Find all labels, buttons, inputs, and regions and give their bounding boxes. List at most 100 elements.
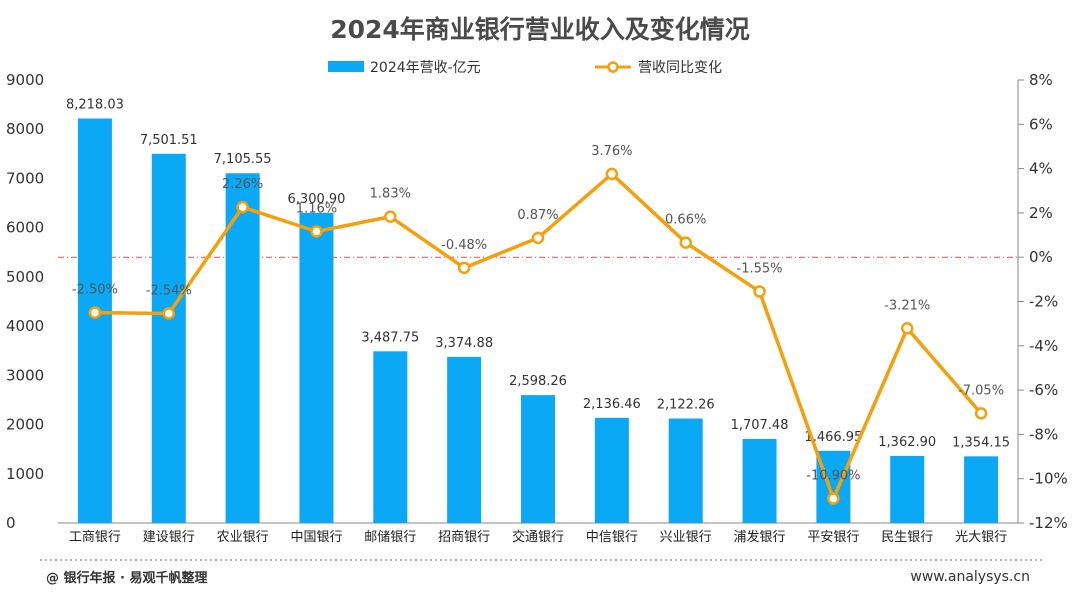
line-point (531, 231, 545, 245)
line-point (605, 167, 619, 181)
left-tick-label: 4000 (6, 317, 44, 335)
line-value-label: 1.83% (370, 187, 411, 202)
line-value-label: 0.66% (665, 213, 706, 228)
bar-value-label: 8,218.03 (66, 97, 124, 112)
category-label: 邮储银行 (364, 530, 416, 545)
bar (225, 173, 260, 524)
category-label: 工商银行 (69, 530, 121, 545)
left-tick-label: 3000 (6, 366, 44, 384)
legend-bar-label: 2024年营收-亿元 (370, 60, 481, 76)
left-tick-label: 0 (6, 514, 16, 532)
bar (594, 417, 629, 523)
line-value-label: 0.87% (517, 208, 558, 223)
footer-website: www.analysys.cn (910, 569, 1030, 585)
category-label: 交通银行 (512, 529, 564, 545)
legend-bar-swatch (328, 61, 364, 72)
category-label: 光大银行 (955, 530, 1007, 545)
line-value-label: 3.76% (591, 144, 632, 159)
right-axis: -12% -10% -8% -6% -4% -2% 0% 2% 4% 6% 8% (1018, 71, 1068, 532)
bar (373, 351, 408, 523)
right-tick-label: -12% (1029, 514, 1068, 532)
line-point (162, 307, 176, 320)
right-tick-label: 0% (1029, 248, 1053, 266)
line-point (457, 261, 471, 275)
category-label: 浦发银行 (734, 529, 786, 545)
legend-line-marker (607, 61, 619, 73)
line-value-label: -3.21% (884, 298, 930, 313)
bar-value-label: 3,487.75 (361, 330, 419, 345)
left-tick-label: 5000 (6, 268, 44, 286)
right-tick-label: -6% (1029, 381, 1058, 399)
line-series (88, 167, 988, 505)
right-tick-label: 8% (1029, 71, 1053, 89)
right-tick-label: 6% (1029, 115, 1053, 133)
bar-labels: 8,218.03 7,501.51 7,105.55 6,300.90 3,487.75… (66, 97, 1010, 450)
footer-source: @ 银行年报 · 易观千帆整理 (46, 570, 208, 586)
right-tick-label: -4% (1029, 337, 1058, 355)
line-value-label: -2.54% (146, 283, 192, 298)
line-point (384, 210, 397, 223)
bar-value-label: 7,105.55 (214, 152, 272, 167)
left-tick-label: 8000 (6, 120, 44, 138)
line-point (753, 285, 766, 298)
bar-value-label: 2,598.26 (509, 374, 567, 389)
category-label: 兴业银行 (660, 530, 712, 545)
left-tick-label: 6000 (6, 219, 44, 237)
line-value-label: -10.90% (806, 469, 860, 484)
line-point (88, 306, 102, 319)
category-label: 招商银行 (438, 530, 490, 545)
line-point (900, 322, 914, 335)
category-label: 平安银行 (807, 530, 859, 545)
right-tick-label: -10% (1029, 470, 1068, 488)
bar-value-label: 1,362.90 (878, 435, 936, 450)
bar-value-label: 7,501.51 (140, 133, 198, 148)
bar-value-label: 2,122.26 (657, 398, 715, 413)
bar (742, 438, 777, 523)
category-label: 民生银行 (881, 530, 933, 545)
bar (668, 418, 703, 523)
bar-value-label: 2,136.46 (583, 397, 641, 412)
left-axis: 0 1000 2000 3000 4000 5000 6000 7000 8000 9000 (6, 71, 44, 532)
category-label: 建设银行 (143, 530, 195, 545)
left-tick-label: 1000 (6, 465, 44, 483)
line-value-label: 1.16% (296, 202, 337, 217)
bar (299, 212, 334, 523)
bar (890, 455, 925, 523)
line-value-label: -0.48% (441, 238, 487, 253)
line-point (236, 200, 249, 214)
bar (447, 356, 482, 523)
bar-value-label: 1,354.15 (952, 435, 1010, 450)
right-tick-label: -2% (1029, 293, 1058, 311)
bar (151, 153, 186, 523)
right-tick-label: -8% (1029, 425, 1058, 443)
left-tick-label: 9000 (6, 71, 44, 89)
category-labels: 工商银行 建设银行 农业银行 中国银行 邮储银行 招商银行 交通银行 中信银行 兴业银行 浦发银行… (69, 529, 1007, 545)
category-label: 中国银行 (290, 530, 342, 545)
bar-value-label: 1,707.48 (731, 418, 789, 433)
category-label: 农业银行 (217, 530, 269, 545)
legend-line-label: 营收同比变化 (638, 60, 722, 76)
bar-value-label: 1,466.95 (804, 430, 862, 445)
line-value-label: -2.50% (72, 283, 118, 298)
bar-value-label: 6,300.90 (288, 192, 346, 207)
bar-value-label: 3,374.88 (435, 336, 493, 351)
bar (77, 118, 112, 524)
line-point (974, 407, 988, 420)
category-label: 中信银行 (586, 530, 638, 545)
line-point (827, 492, 840, 505)
right-tick-label: 2% (1029, 204, 1053, 222)
line-value-label: 2.26% (222, 177, 263, 192)
line-point (679, 236, 692, 249)
bar (964, 456, 999, 523)
right-tick-label: 4% (1029, 160, 1053, 178)
legend: 2024年营收-亿元 营收同比变化 (328, 60, 722, 76)
line-value-label: -1.55% (737, 262, 783, 277)
left-tick-label: 7000 (6, 169, 44, 187)
line-point (310, 225, 323, 238)
bar (521, 395, 555, 523)
line-value-label: -7.05% (958, 383, 1004, 398)
line-labels: -2.50% -2.54% 2.26% 1.16% 1.83% -0.48% 0.87% 3.… (72, 144, 1004, 484)
chart-title: 2024年商业银行营业收入及变化情况 (330, 15, 750, 44)
bar-series (77, 118, 999, 524)
